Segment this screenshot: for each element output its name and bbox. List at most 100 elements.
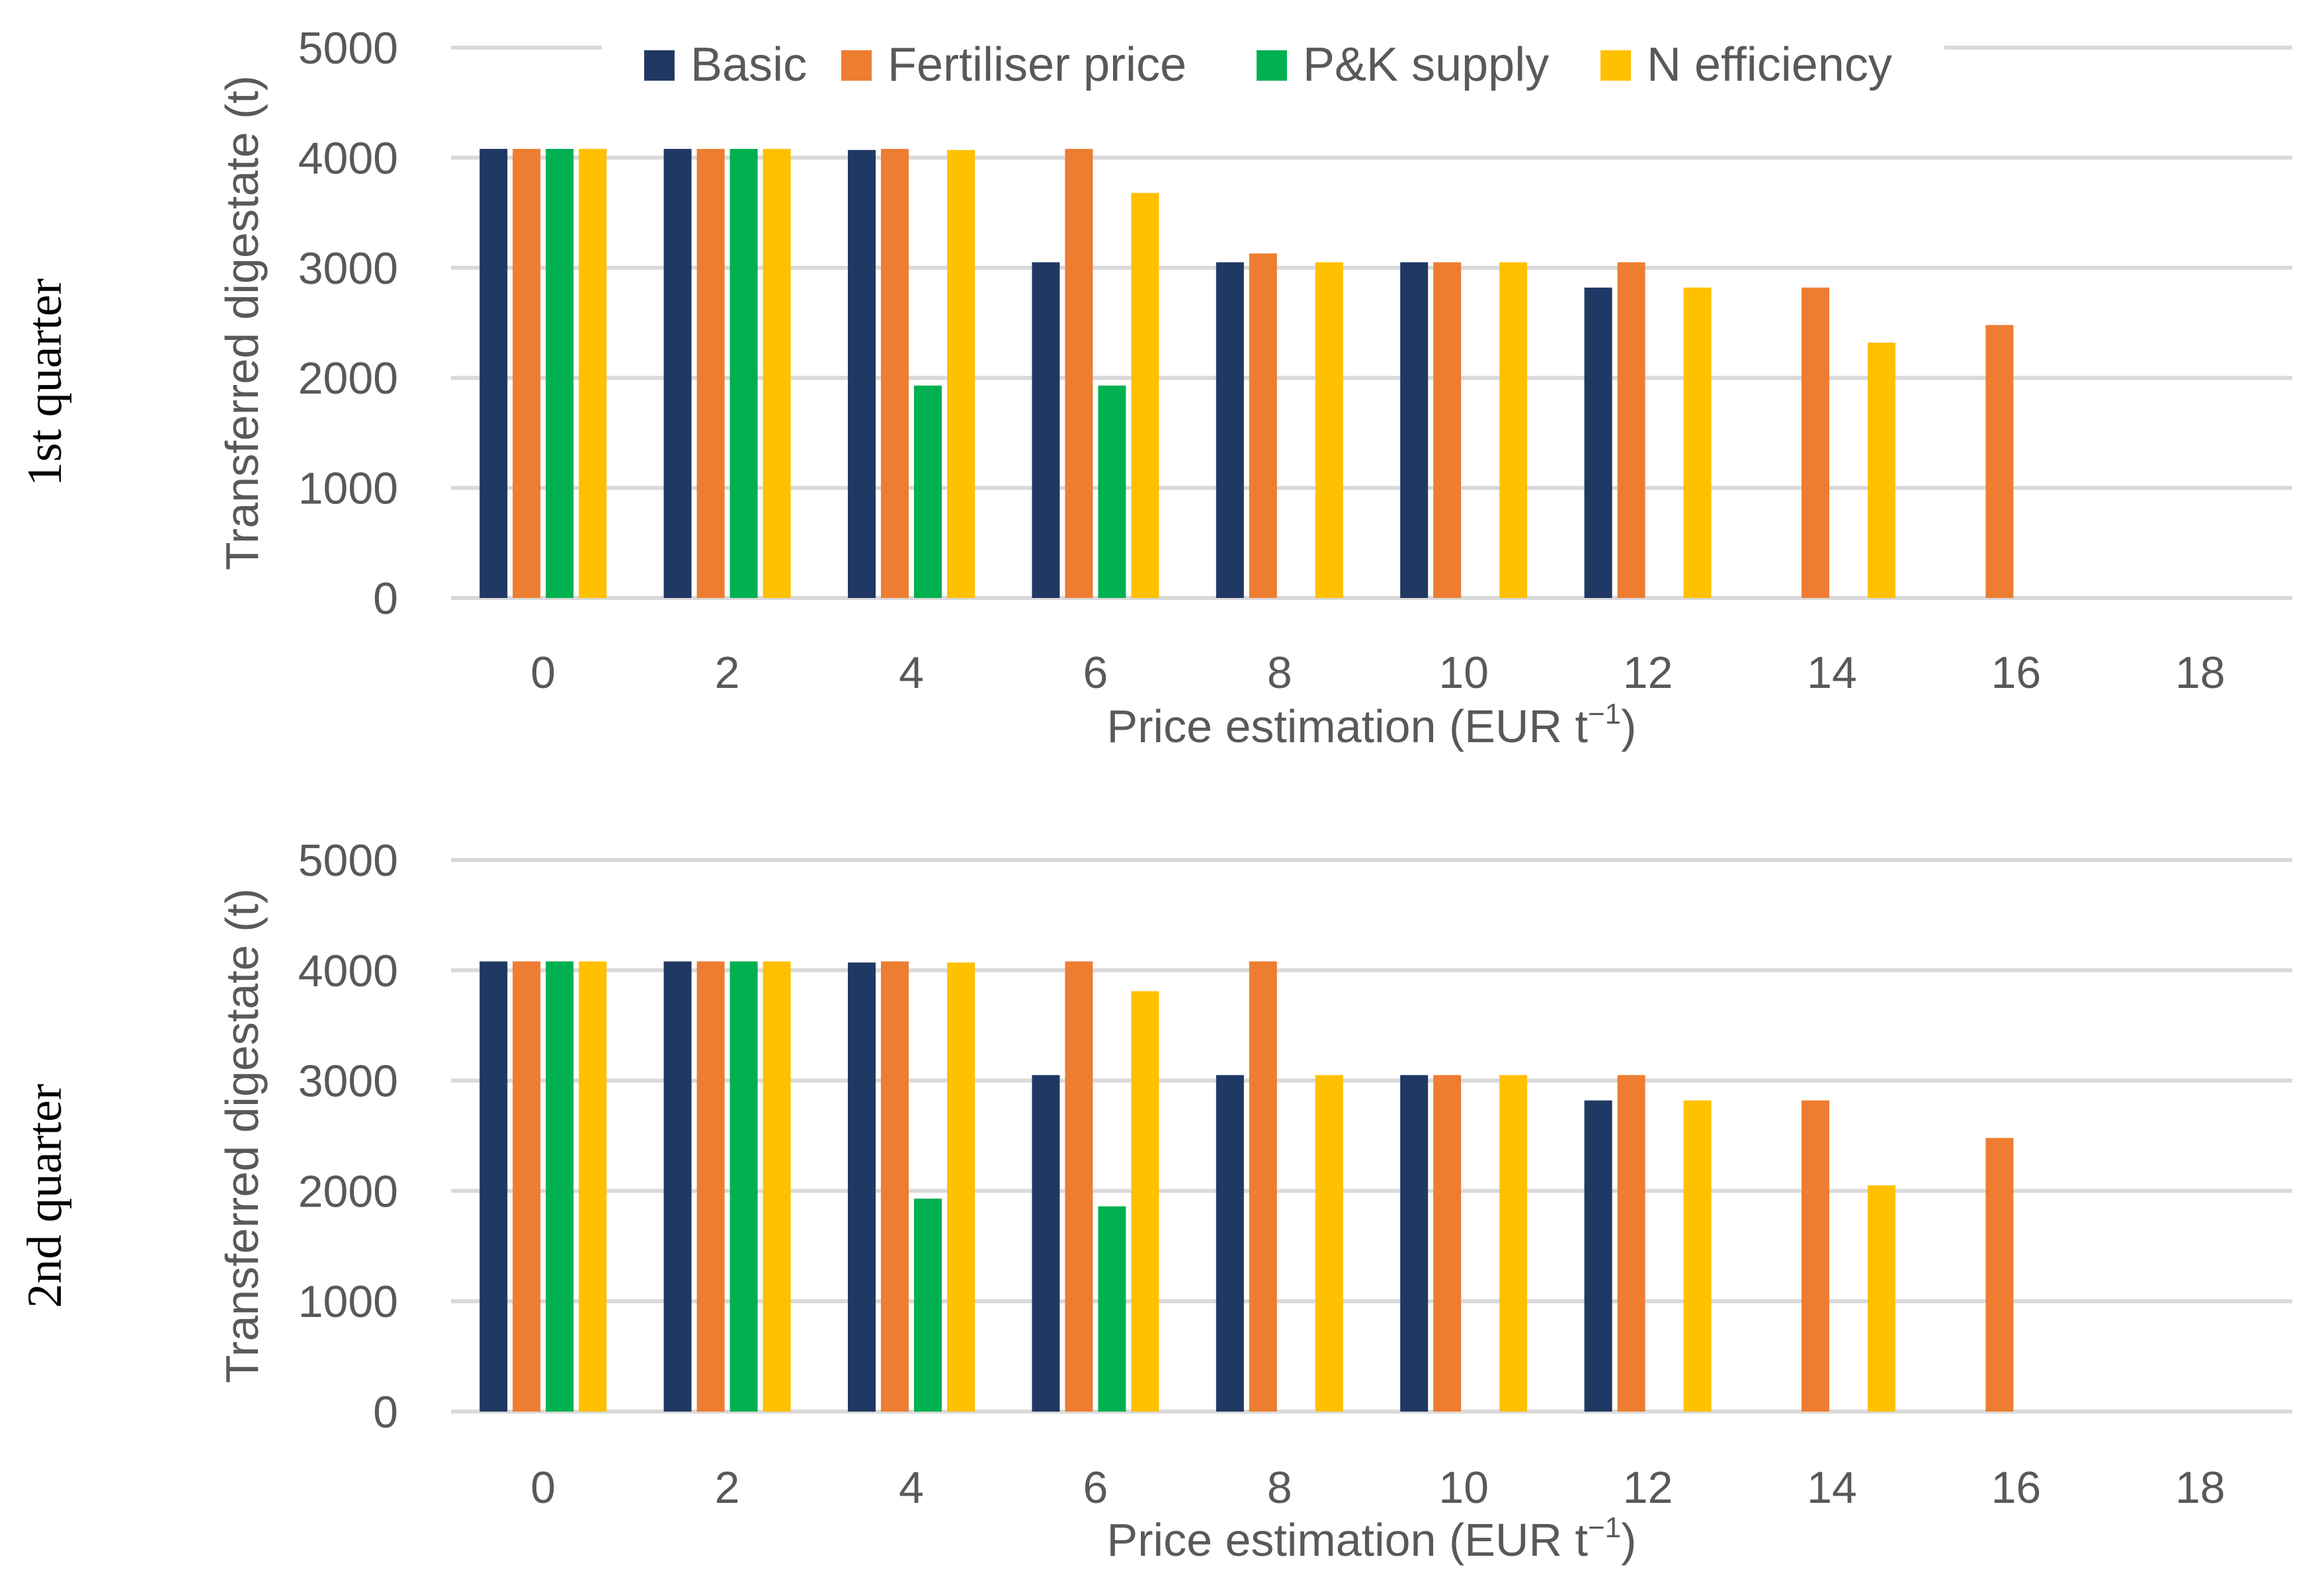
bar-fertiliser-price-12 bbox=[1617, 1075, 1645, 1412]
x-tick-label: 8 bbox=[1267, 1463, 1292, 1513]
chart-panel-2nd-quarter: 0 1000 2000 3000 4000 5000 0 2 4 6 8 10 12 14 16 18 Pric… bbox=[18, 835, 2292, 1566]
x-axis-title-close: ) bbox=[1621, 701, 1636, 752]
bar-fertiliser-price-4 bbox=[881, 149, 909, 598]
bar-n-efficiency-6 bbox=[1131, 991, 1159, 1412]
y-tick-label: 4000 bbox=[298, 133, 398, 183]
bar-n-efficiency-8 bbox=[1315, 1075, 1343, 1412]
bar-basic-8 bbox=[1216, 1075, 1244, 1412]
bar-n-efficiency-0 bbox=[579, 149, 607, 598]
bar-n-efficiency-14 bbox=[1868, 342, 1895, 598]
bar-n-efficiency-0 bbox=[579, 961, 607, 1412]
bar-p-k-supply-0 bbox=[546, 149, 574, 598]
legend-label: N efficiency bbox=[1647, 38, 1892, 91]
legend-label: Basic bbox=[690, 38, 807, 91]
bar-fertiliser-price-10 bbox=[1433, 262, 1462, 598]
bar-basic-4 bbox=[848, 962, 876, 1412]
bar-basic-2 bbox=[663, 149, 692, 598]
x-tick-label: 0 bbox=[530, 648, 556, 698]
x-tick-label: 18 bbox=[2175, 1463, 2225, 1513]
legend-item: N efficiency bbox=[1600, 38, 1892, 91]
y-axis-title: Transferred digestate (t) bbox=[216, 888, 268, 1383]
x-tick-label: 12 bbox=[1623, 1463, 1673, 1513]
bar-fertiliser-price-6 bbox=[1065, 149, 1093, 598]
legend-item: P&K supply bbox=[1257, 38, 1549, 91]
bar-basic-2 bbox=[663, 961, 692, 1412]
bar-p-k-supply-6 bbox=[1098, 385, 1126, 598]
bar-n-efficiency-12 bbox=[1683, 1100, 1712, 1412]
y-tick-label: 2000 bbox=[298, 353, 398, 403]
bar-fertiliser-price-6 bbox=[1065, 961, 1093, 1412]
y-axis-title: Transferred digestate (t) bbox=[216, 75, 268, 570]
bar-fertiliser-price-8 bbox=[1249, 961, 1277, 1412]
bar-p-k-supply-6 bbox=[1098, 1206, 1126, 1412]
bars bbox=[479, 149, 2014, 599]
legend: Basic Fertiliser price P&K supply N efficie… bbox=[602, 28, 1944, 106]
y-tick-label: 5000 bbox=[298, 23, 398, 73]
y-tick-label: 4000 bbox=[298, 946, 398, 996]
bar-p-k-supply-2 bbox=[729, 961, 758, 1412]
bar-p-k-supply-4 bbox=[914, 1199, 942, 1412]
x-tick-label: 4 bbox=[899, 648, 924, 698]
x-tick-label: 0 bbox=[530, 1463, 556, 1513]
bar-n-efficiency-2 bbox=[763, 961, 791, 1412]
legend-item: Basic bbox=[644, 38, 807, 91]
panel-label: 2nd quarter bbox=[18, 1083, 72, 1308]
bar-n-efficiency-2 bbox=[763, 149, 791, 598]
x-axis-title-main: Price estimation (EUR t bbox=[1107, 1514, 1588, 1566]
bar-basic-4 bbox=[848, 149, 876, 598]
x-tick-label: 12 bbox=[1623, 648, 1673, 698]
bar-fertiliser-price-0 bbox=[513, 961, 541, 1412]
x-tick-label: 14 bbox=[1807, 648, 1857, 698]
bar-basic-12 bbox=[1584, 287, 1612, 598]
x-tick-label: 14 bbox=[1807, 1463, 1857, 1513]
bar-p-k-supply-0 bbox=[546, 961, 574, 1412]
bar-fertiliser-price-16 bbox=[1985, 1138, 2014, 1412]
bar-basic-0 bbox=[479, 149, 508, 598]
x-tick-label: 16 bbox=[1991, 1463, 2042, 1513]
bar-fertiliser-price-14 bbox=[1802, 1100, 1829, 1412]
y-tick-label: 1000 bbox=[298, 464, 398, 514]
bar-basic-10 bbox=[1400, 1075, 1429, 1412]
bar-fertiliser-price-0 bbox=[513, 149, 541, 598]
x-axis-title: Price estimation (EUR t−1) bbox=[1107, 1511, 1637, 1566]
x-tick-label: 6 bbox=[1083, 648, 1108, 698]
bar-basic-12 bbox=[1584, 1100, 1612, 1412]
bar-basic-6 bbox=[1032, 262, 1060, 598]
bar-fertiliser-price-4 bbox=[881, 961, 909, 1412]
bar-basic-0 bbox=[479, 961, 508, 1412]
bar-fertiliser-price-14 bbox=[1802, 287, 1829, 598]
legend-swatch bbox=[841, 50, 872, 81]
bar-fertiliser-price-12 bbox=[1617, 262, 1645, 598]
bar-fertiliser-price-2 bbox=[696, 961, 725, 1412]
x-axis-title-superscript: −1 bbox=[1588, 698, 1621, 730]
x-tick-label: 16 bbox=[1991, 648, 2042, 698]
legend-swatch bbox=[644, 50, 675, 81]
x-tick-label: 4 bbox=[899, 1463, 924, 1513]
bar-basic-8 bbox=[1216, 262, 1244, 598]
bar-basic-10 bbox=[1400, 262, 1429, 598]
bar-n-efficiency-10 bbox=[1499, 262, 1528, 598]
y-tick-label: 2000 bbox=[298, 1166, 398, 1216]
x-axis-title-superscript: −1 bbox=[1588, 1511, 1621, 1544]
x-tick-label: 18 bbox=[2175, 648, 2225, 698]
bar-n-efficiency-10 bbox=[1499, 1075, 1528, 1412]
y-tick-label: 1000 bbox=[298, 1277, 398, 1327]
chart-panel-1st-quarter: 0 1000 2000 3000 4000 5000 0 2 4 6 8 10 12 14 16 18 Pric… bbox=[18, 23, 2292, 752]
bar-n-efficiency-6 bbox=[1131, 192, 1159, 598]
x-axis-title-main: Price estimation (EUR t bbox=[1107, 701, 1588, 752]
bar-n-efficiency-4 bbox=[947, 149, 975, 598]
bar-n-efficiency-4 bbox=[947, 962, 975, 1412]
x-axis-title-close: ) bbox=[1621, 1514, 1636, 1566]
y-tick-label: 3000 bbox=[298, 1056, 398, 1107]
x-tick-label: 2 bbox=[715, 648, 740, 698]
legend-label: P&K supply bbox=[1303, 38, 1549, 91]
bar-p-k-supply-2 bbox=[729, 149, 758, 598]
bar-fertiliser-price-16 bbox=[1985, 325, 2014, 598]
bar-n-efficiency-8 bbox=[1315, 262, 1343, 598]
x-tick-label: 10 bbox=[1438, 1463, 1489, 1513]
bar-n-efficiency-12 bbox=[1683, 287, 1712, 598]
bar-p-k-supply-4 bbox=[914, 385, 942, 598]
bar-fertiliser-price-10 bbox=[1433, 1075, 1462, 1412]
bar-fertiliser-price-2 bbox=[696, 149, 725, 598]
